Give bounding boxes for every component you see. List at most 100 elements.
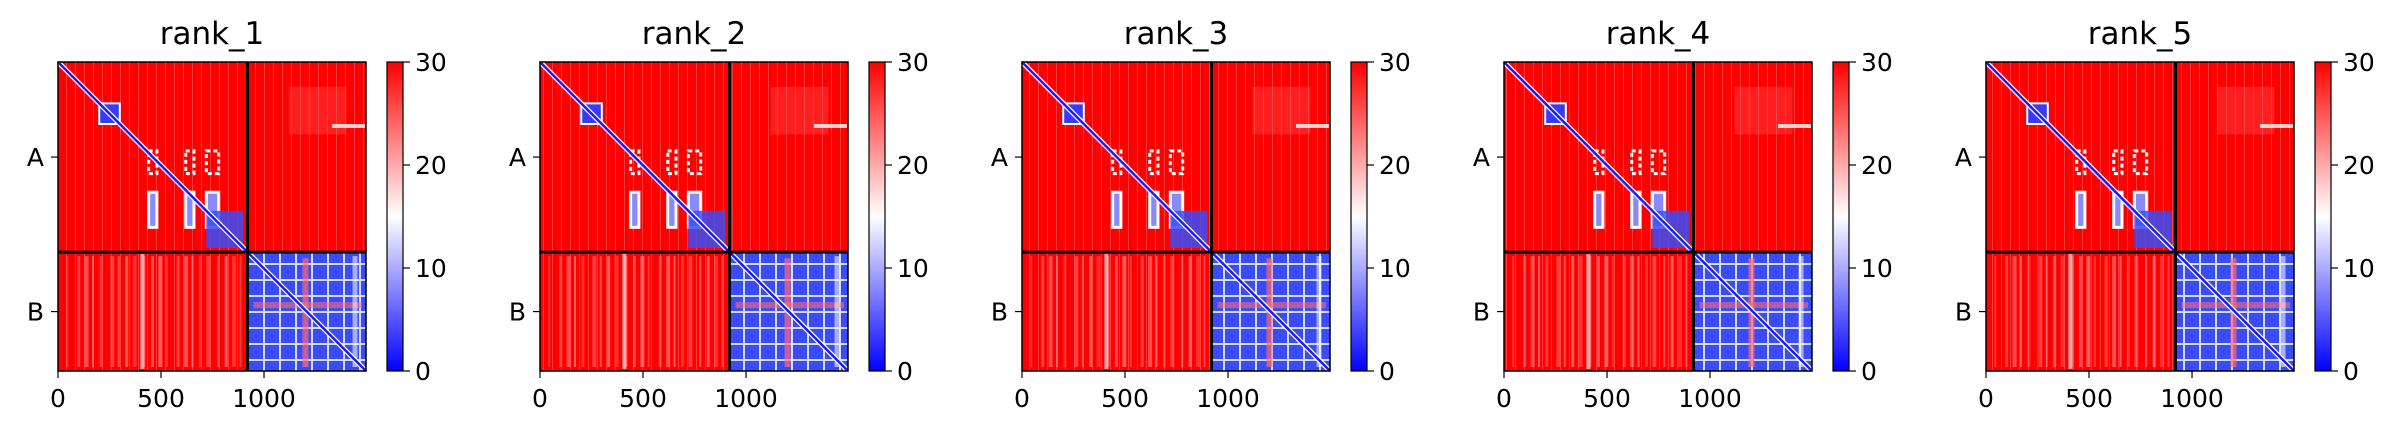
heatmap-streak (1622, 256, 1626, 367)
heatmap-streak (165, 256, 168, 367)
heatmap-band (253, 302, 362, 309)
y-tick-label: A (509, 143, 526, 172)
heatmap-streak (191, 256, 194, 367)
y-tick-label: B (991, 298, 1008, 327)
heatmap-streak (1081, 256, 1084, 367)
heatmap-streak (1089, 256, 1093, 367)
heatmap-streak (1181, 256, 1184, 367)
heatmap-streak (699, 256, 702, 367)
heatmap-diagonal (1021, 61, 1331, 372)
colorbar-tick-label: 20 (897, 151, 929, 180)
y-tick-label: A (1955, 143, 1972, 172)
heatmap-streak (1563, 256, 1566, 367)
colorbar-tick-label: 10 (1379, 254, 1411, 283)
colorbar-tick-label: 20 (1379, 151, 1411, 180)
heatmap-streak (1778, 124, 1812, 129)
heatmap-diagonal (1985, 61, 2295, 372)
colorbar (386, 61, 404, 372)
heatmap-streak (1296, 124, 1330, 129)
colorbar-tick-label: 0 (897, 357, 913, 386)
heatmap-streak (117, 256, 120, 367)
heatmap-subblock (1148, 149, 1160, 176)
heatmap-streak (2134, 256, 2139, 367)
chart-title: rank_4 (1606, 16, 1711, 52)
heatmap-streak (2152, 256, 2156, 367)
heatmap-streak (647, 256, 650, 367)
heatmap-streak (1571, 256, 1575, 367)
heatmap-streak (1537, 256, 1540, 367)
heatmap-streak (573, 256, 576, 367)
heatmap-streak (143, 256, 146, 367)
x-tick-label: 0 (1014, 384, 1030, 413)
heatmap-streak (1129, 256, 1132, 367)
heatmap-subblock (2132, 149, 2149, 176)
heatmap-streak (592, 256, 597, 367)
heatmap-streak (1048, 256, 1053, 367)
axes-frame (1985, 61, 2295, 372)
heatmap-streak (721, 256, 724, 367)
heatmap-streak (614, 256, 619, 367)
heatmap-streak (158, 256, 163, 367)
y-tick-label: B (27, 298, 44, 327)
heatmap-streak (1994, 256, 1997, 367)
x-tick-label: 500 (1583, 384, 1631, 413)
heatmap-subblock (666, 149, 678, 176)
colorbar-tick-label: 0 (1379, 357, 1395, 386)
heatmap-streak (198, 256, 202, 367)
heatmap-streak (132, 256, 137, 367)
x-tick-label: 0 (1978, 384, 1994, 413)
axes-frame (57, 61, 367, 372)
heatmap-streak (688, 256, 693, 367)
y-tick-label: A (991, 143, 1008, 172)
heatmap-streak (224, 256, 228, 367)
heatmap-subblock (2075, 149, 2087, 176)
heatmap-diagonal (1503, 61, 1813, 372)
heatmap-streak (1663, 256, 1666, 367)
heatmap-streak (2104, 256, 2108, 367)
heatmap-streak (239, 256, 242, 367)
heatmap-streak (1604, 256, 1609, 367)
heatmap-streak (2053, 256, 2057, 367)
heatmap-streak (2119, 256, 2122, 367)
heatmap-streak (1148, 256, 1153, 367)
heatmap-streak (99, 256, 103, 367)
y-tick-label: B (1955, 298, 1972, 327)
heatmap-streak (2078, 256, 2082, 367)
heatmap-streak (1122, 256, 1127, 367)
heatmap-streak (1196, 256, 1201, 367)
heatmap-streak (176, 256, 180, 367)
y-tick-label: B (1473, 298, 1490, 327)
heatmap-diagonal (539, 61, 849, 372)
heatmap-band (352, 256, 358, 367)
colorbar-tick-label: 30 (415, 48, 447, 77)
heatmap-subblock (1593, 149, 1605, 176)
heatmap-streak (1041, 256, 1045, 367)
heatmap-streak (1523, 256, 1527, 367)
heatmap-streak (140, 254, 145, 369)
colorbar-tick-label: 20 (415, 151, 447, 180)
heatmap-streak (1030, 256, 1033, 367)
heatmap-streak (1170, 256, 1175, 367)
heatmap-streak (632, 256, 636, 367)
heatmap-band (2181, 302, 2290, 309)
y-tick-label: A (27, 143, 44, 172)
heatmap-band (1798, 256, 1804, 367)
heatmap-streak (125, 256, 129, 367)
heatmap-streak (232, 256, 237, 367)
panel-rank_2: rank_2 0 500 1000 A B 0 10 20 30 (509, 16, 929, 413)
heatmap-streak (2027, 256, 2031, 367)
heatmap-subblock (1593, 190, 1605, 229)
heatmap-streak (110, 256, 115, 367)
heatmap-streak (1063, 256, 1067, 367)
heatmap-subblock (1630, 149, 1642, 176)
heatmap-streak (1596, 256, 1600, 367)
chart-title: rank_5 (2088, 16, 2193, 52)
heatmap-subblock (1111, 190, 1123, 229)
colorbar-tick-label: 10 (415, 254, 447, 283)
x-tick-label: 500 (619, 384, 667, 413)
heatmap-streak (91, 256, 94, 367)
heatmap-streak (1630, 256, 1635, 367)
heatmap-streak (1556, 256, 1561, 367)
heatmap-subblock (2112, 149, 2124, 176)
heatmap-streak (1114, 256, 1118, 367)
